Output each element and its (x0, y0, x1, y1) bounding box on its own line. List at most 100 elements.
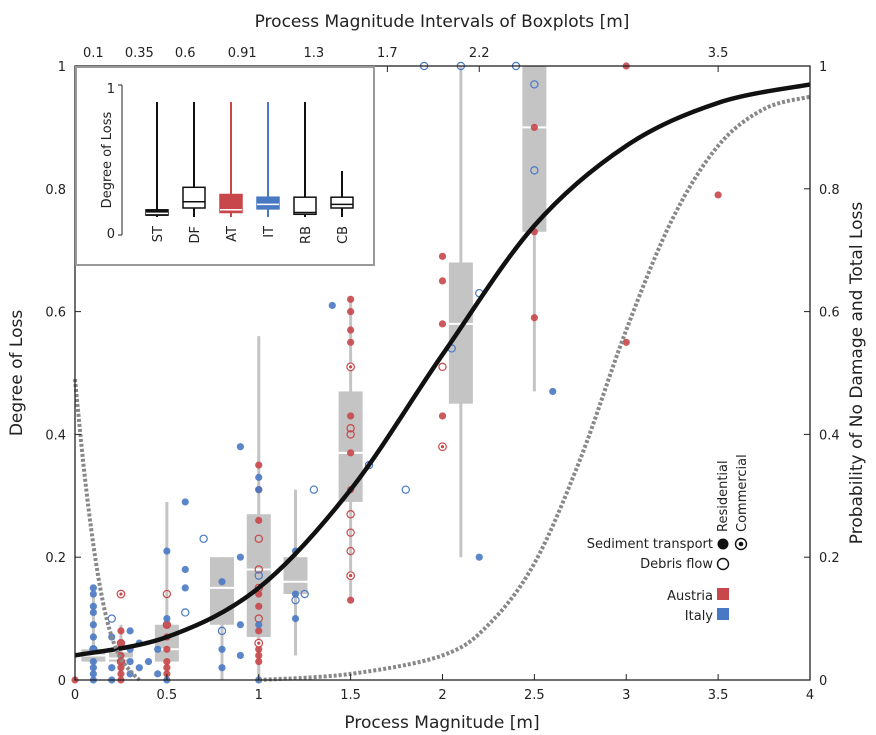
legend-header-residential: Residential (716, 460, 731, 532)
data-point-austria-open (116, 657, 126, 666)
top-tick-label: 0.1 (83, 46, 104, 61)
data-point-italy (135, 664, 143, 672)
axis-ticks: 0 0.5 1 1.5 2 2.5 3 3.5 40 00.2 0.20.4 0.40.6 0.60.8… (45, 46, 839, 703)
data-point-austria-open (346, 424, 355, 433)
data-point-italy-open (181, 608, 190, 617)
data-point-italy (89, 621, 97, 629)
data-point-italy (328, 301, 336, 310)
data-point-austria (347, 308, 355, 316)
legend-debris-label: Debris flow (640, 557, 713, 572)
curve-prob-no-damage (73, 378, 141, 682)
data-point-austria-open (346, 430, 355, 439)
x-axis-title: Process Magnitude [m] (344, 713, 539, 733)
data-point-italy (181, 498, 189, 506)
data-point-italy-open (530, 80, 539, 89)
data-point-austria (347, 449, 355, 457)
data-point-austria (530, 314, 538, 322)
data-point-austria (622, 338, 630, 346)
data-point-austria (347, 326, 355, 334)
top-tick-label: 0.35 (125, 46, 154, 61)
y2-tick-label: 0.2 (819, 551, 840, 566)
data-point-austria (117, 664, 125, 672)
inset-box-label: AT (225, 226, 240, 242)
data-point-italy (236, 443, 244, 451)
y2-tick-label: 0.8 (819, 183, 840, 198)
data-point-austria (117, 639, 125, 647)
data-point-italy (126, 657, 134, 666)
data-point-italy (255, 473, 263, 481)
data-point-austria (163, 657, 171, 666)
inset-frame (75, 66, 375, 266)
data-point-italy (236, 621, 244, 629)
inset-box (182, 186, 206, 209)
boxplot-box (246, 514, 271, 638)
data-point-austria-commercial-dot (440, 445, 445, 449)
y-tick-label: 0.4 (45, 428, 66, 443)
x-tick-label: 3.5 (708, 688, 729, 703)
data-point-italy (218, 664, 226, 672)
data-point-italy (89, 664, 97, 672)
data-point-austria-open (346, 510, 355, 519)
data-point-austria (438, 320, 447, 328)
data-point-italy (89, 633, 97, 641)
curve-degree-of-loss-fit (74, 82, 811, 658)
data-point-italy-open (300, 589, 309, 599)
data-point-austria-open (346, 546, 355, 556)
legend-italy-label: Italy (685, 609, 714, 624)
y-tick-label: 0.6 (45, 306, 66, 321)
data-point-italy (475, 553, 483, 561)
inset-box (330, 196, 354, 209)
inset-box-label: RB (299, 226, 314, 244)
x-tick-label: 0.5 (157, 688, 178, 703)
data-point-austria (255, 657, 263, 666)
data-point-austria (438, 277, 447, 285)
data-point-italy (108, 664, 116, 672)
marker-legend: Residential Commercial Sediment transpor… (587, 454, 750, 624)
data-point-austria (714, 191, 722, 199)
legend-austria-swatch (717, 588, 729, 600)
data-point-italy (126, 627, 134, 635)
legend-italy-swatch (717, 608, 729, 620)
data-point-austria (117, 670, 125, 678)
data-point-austria (163, 645, 171, 653)
data-point-italy (255, 621, 263, 629)
data-point-italy (218, 645, 226, 653)
inset-box (219, 193, 243, 214)
y2-tick-label: 0.4 (819, 428, 840, 443)
inset-box (293, 196, 317, 216)
data-point-austria (255, 651, 263, 660)
data-point-italy (549, 387, 557, 396)
data-point-italy (291, 590, 300, 598)
inset-boxes: ST DF AT IT RB CB (145, 102, 354, 244)
data-point-austria-open (162, 589, 172, 599)
data-point-italy (291, 615, 300, 623)
boxplot-box (522, 66, 547, 232)
boxplot-box (154, 624, 179, 662)
data-point-austria (438, 412, 447, 420)
data-point-austria-open (346, 528, 355, 537)
x-tick-label: 2 (438, 688, 446, 703)
legend-header-commercial: Commercial (735, 454, 750, 532)
data-point-austria-open (254, 565, 263, 574)
data-point-italy (255, 486, 263, 494)
y2-tick-label: 1 (819, 60, 827, 75)
legend-sediment-label: Sediment transport (587, 537, 713, 552)
curve-prob-total-loss (258, 94, 811, 682)
data-point-italy (89, 602, 97, 610)
legend-sediment-commercial-dot (738, 541, 744, 547)
data-point-austria (255, 602, 263, 610)
top-tick-label: 0.6 (175, 46, 196, 61)
data-point-austria (255, 627, 263, 635)
data-point-austria (117, 627, 125, 635)
y2-tick-label: 0.6 (819, 306, 840, 321)
data-point-austria (347, 596, 355, 604)
data-point-italy (89, 584, 97, 592)
inset-box (256, 196, 280, 210)
data-point-austria (347, 295, 355, 303)
data-point-italy (89, 590, 97, 598)
data-point-italy (218, 578, 226, 586)
y-tick-label: 0.8 (45, 183, 66, 198)
top-tick-label: 0.91 (228, 46, 257, 61)
data-point-austria-commercial-dot (119, 592, 123, 596)
data-point-austria (347, 338, 355, 346)
